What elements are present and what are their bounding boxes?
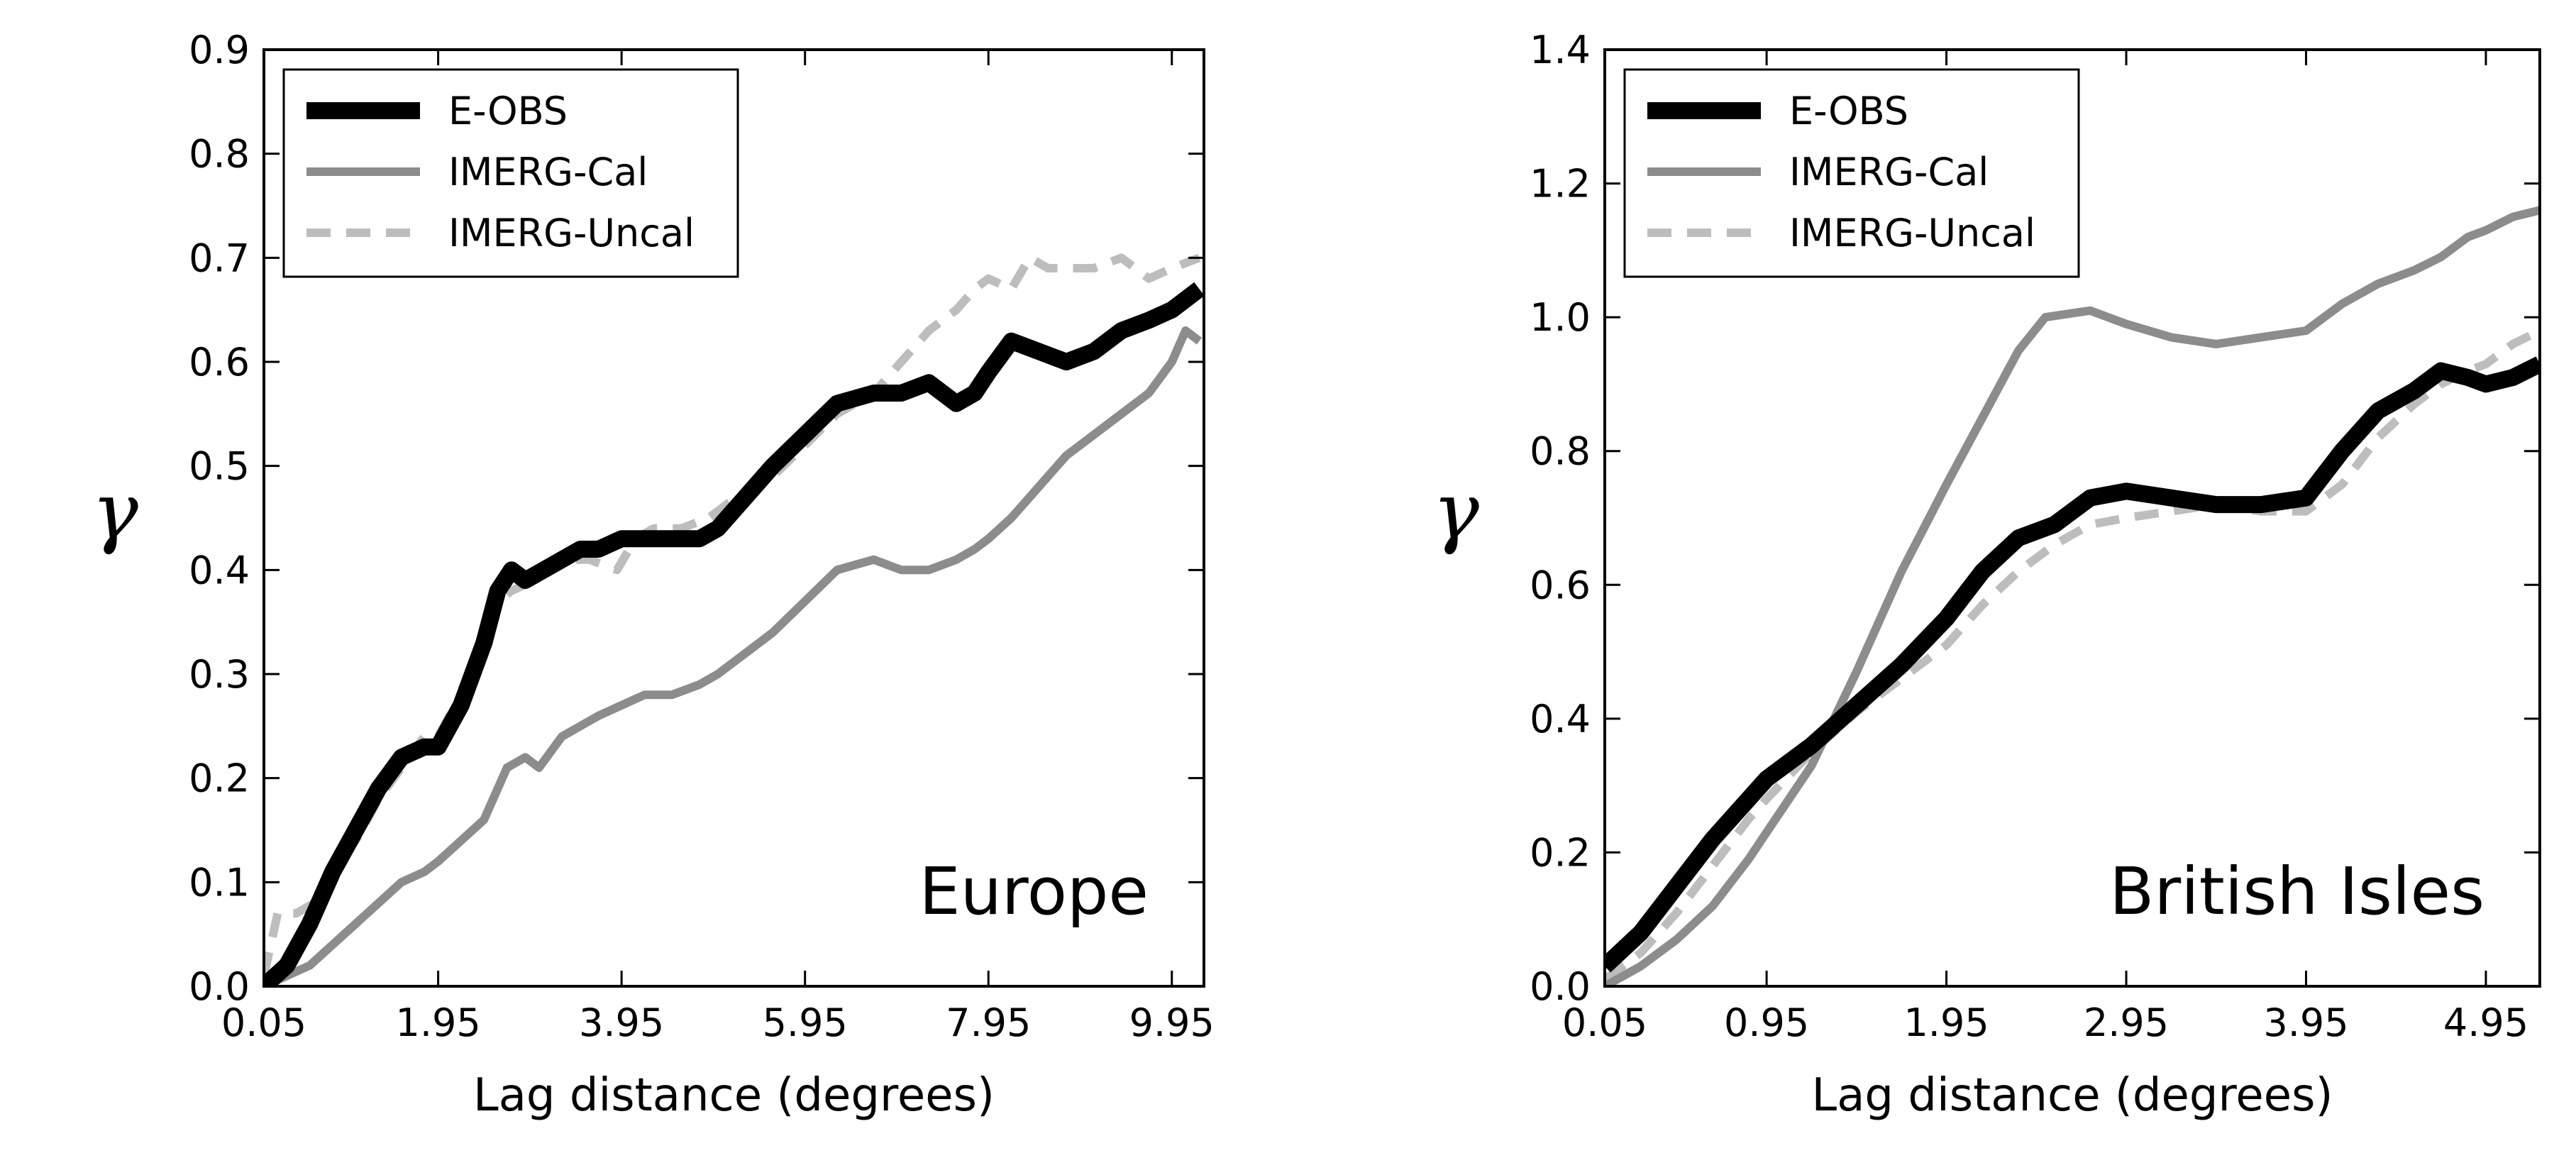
europe-ytick-label: 0.1	[189, 860, 250, 905]
europe-ytick-label: 0.0	[189, 964, 250, 1009]
europe-xtick-label: 5.95	[763, 1000, 848, 1045]
british-isles-ytick-label: 0.0	[1530, 964, 1591, 1009]
british-isles-series-imerg-cal	[1605, 206, 2540, 986]
british-isles-xtick-label: 0.95	[1724, 1000, 1809, 1045]
europe-region-label: Europe	[919, 854, 1149, 929]
europe-ytick-label: 0.5	[189, 444, 250, 489]
europe-y-axis-title: γ	[92, 465, 138, 556]
british-isles-xtick-label: 0.05	[1562, 1000, 1647, 1045]
europe-xtick-label: 7.95	[946, 1000, 1031, 1045]
british-isles-series-group	[1605, 206, 2540, 986]
europe-ytick-label: 0.9	[189, 28, 250, 72]
europe-xtick-label: 9.95	[1129, 1000, 1215, 1045]
europe-ytick-label: 0.8	[189, 132, 250, 177]
british-isles-ytick-label: 0.6	[1530, 563, 1591, 607]
europe-xtick-label: 3.95	[579, 1000, 664, 1045]
british-isles-series-e-obs	[1605, 356, 2540, 973]
british-isles-region-label: British Isles	[2109, 854, 2484, 929]
british-isles-legend-label: IMERG-Uncal	[1789, 211, 2035, 255]
british-isles-xtick-label: 2.95	[2084, 1000, 2169, 1045]
europe-ytick-label: 0.3	[189, 652, 250, 697]
british-isles-ytick-label: 1.2	[1530, 162, 1591, 206]
british-isles-legend-label: E-OBS	[1789, 89, 1908, 133]
british-isles-xtick-label: 3.95	[2263, 1000, 2348, 1045]
europe-xtick-label: 1.95	[395, 1000, 480, 1045]
british-isles-panel: 0.05 0.95 1.95 2.95 3.95 4.95 0.0 0.2 0.4 0.6 0.8 1…	[1432, 28, 2541, 1122]
europe-series-e-obs	[264, 282, 1204, 986]
british-isles-xtick-label: 4.95	[2443, 1000, 2528, 1045]
british-isles-y-axis-title: γ	[1432, 465, 1479, 556]
british-isles-ytick-label: 1.4	[1530, 28, 1591, 72]
europe-ytick-label: 0.6	[189, 340, 250, 385]
europe-ytick-label: 0.2	[189, 756, 250, 801]
british-isles-plot-frame	[1603, 48, 2541, 988]
british-isles-ytick-label: 0.8	[1530, 429, 1591, 474]
british-isles-xtick-label: 1.95	[1903, 1000, 1989, 1045]
europe-series-group	[264, 253, 1204, 986]
europe-series-imerg-cal	[264, 326, 1203, 986]
europe-panel: 0.05 1.95 3.95 5.95 7.95 9.95 0.0 0.1 0.2 0.3 0.4 0…	[92, 28, 1215, 1122]
europe-legend-label: IMERG-Cal	[448, 150, 648, 194]
europe-x-axis-title: Lag distance (degrees)	[473, 1069, 995, 1122]
europe-legend: E-OBS IMERG-Cal IMERG-Uncal	[282, 68, 739, 278]
british-isles-x-axis-title: Lag distance (degrees)	[1812, 1069, 2333, 1122]
europe-xtick-label: 0.05	[221, 1000, 306, 1045]
europe-legend-label: E-OBS	[448, 89, 568, 133]
europe-legend-label: IMERG-Uncal	[448, 211, 695, 255]
europe-plot-frame	[262, 48, 1205, 988]
british-isles-legend: E-OBS IMERG-Cal IMERG-Uncal	[1623, 68, 2080, 278]
europe-ytick-label: 0.7	[189, 236, 250, 280]
europe-ytick-label: 0.4	[189, 548, 250, 592]
british-isles-ytick-label: 1.0	[1530, 295, 1591, 340]
british-isles-ytick-label: 0.2	[1530, 830, 1591, 875]
british-isles-ytick-label: 0.4	[1530, 697, 1591, 741]
british-isles-legend-label: IMERG-Cal	[1789, 150, 1989, 194]
